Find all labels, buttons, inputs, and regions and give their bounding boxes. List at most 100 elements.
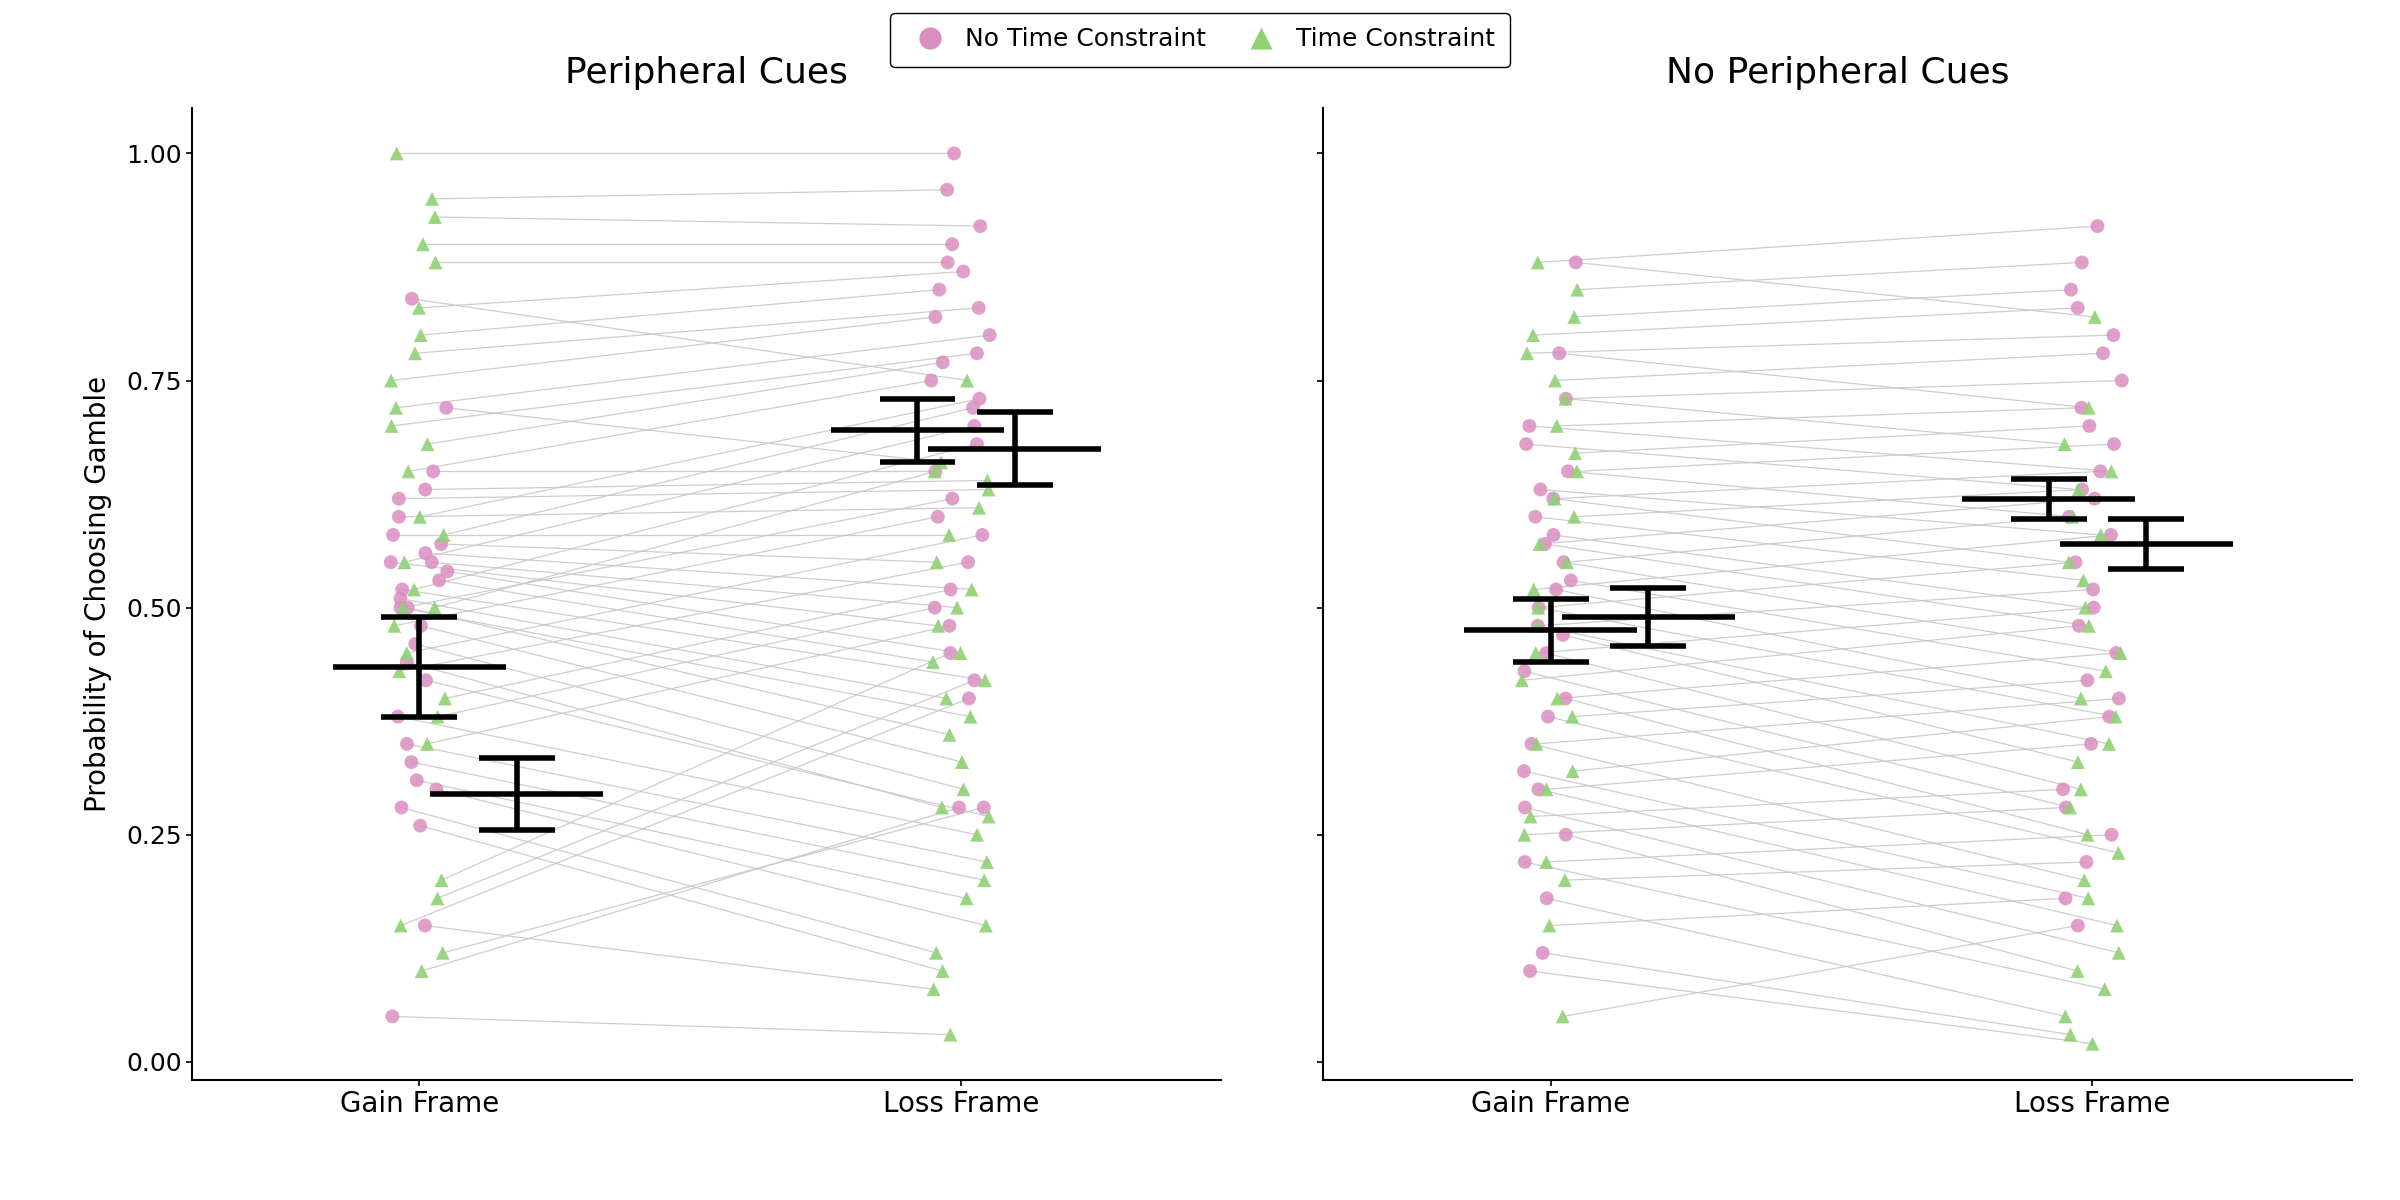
- Point: [1536, 371, 1574, 390]
- Title: No Peripheral Cues: No Peripheral Cues: [1666, 56, 2009, 90]
- Point: [922, 452, 960, 472]
- Point: [1541, 343, 1579, 362]
- Point: [2074, 580, 2112, 599]
- Point: [389, 462, 427, 481]
- Point: [374, 616, 413, 635]
- Point: [2047, 798, 2086, 817]
- Point: [2093, 826, 2131, 845]
- Point: [413, 190, 451, 209]
- Point: [418, 889, 456, 908]
- Point: [2066, 852, 2105, 871]
- Legend: No Time Constraint, Time Constraint: No Time Constraint, Time Constraint: [890, 12, 1510, 66]
- Point: [2062, 398, 2100, 418]
- Point: [931, 616, 970, 635]
- Point: [2076, 307, 2114, 326]
- Point: [1517, 734, 1555, 754]
- Point: [1507, 434, 1546, 454]
- Point: [1553, 571, 1591, 590]
- Point: [1546, 826, 1584, 845]
- Point: [914, 653, 953, 672]
- Point: [379, 508, 418, 527]
- Point: [379, 707, 418, 726]
- Point: [420, 571, 458, 590]
- Point: [1558, 280, 1596, 299]
- Point: [1519, 598, 1558, 617]
- Point: [2064, 870, 2102, 889]
- Point: [1505, 826, 1543, 845]
- Point: [919, 280, 958, 299]
- Point: [2090, 734, 2129, 754]
- Point: [965, 798, 1003, 817]
- Point: [401, 616, 439, 635]
- Point: [1538, 689, 1577, 708]
- Point: [401, 816, 439, 835]
- Point: [931, 725, 970, 744]
- Point: [926, 689, 965, 708]
- Point: [2069, 616, 2107, 635]
- Point: [406, 544, 444, 563]
- Point: [960, 299, 998, 318]
- Point: [379, 490, 418, 509]
- Point: [1526, 534, 1565, 553]
- Point: [377, 144, 415, 163]
- Point: [1526, 889, 1565, 908]
- Point: [960, 216, 998, 235]
- Point: [924, 353, 962, 372]
- Point: [2059, 299, 2098, 318]
- Point: [1519, 616, 1558, 635]
- Point: [917, 462, 955, 481]
- Point: [2102, 643, 2141, 662]
- Point: [914, 979, 953, 998]
- Point: [958, 826, 996, 845]
- Point: [382, 589, 420, 608]
- Point: [2074, 1034, 2112, 1054]
- Point: [936, 144, 974, 163]
- Point: [382, 598, 420, 617]
- Point: [1510, 416, 1548, 436]
- Point: [953, 580, 991, 599]
- Y-axis label: Probability of Choosing Gamble: Probability of Choosing Gamble: [84, 376, 113, 812]
- Point: [917, 553, 955, 572]
- Point: [2064, 571, 2102, 590]
- Point: [374, 526, 413, 545]
- Point: [384, 598, 422, 617]
- Point: [922, 798, 960, 817]
- Point: [970, 325, 1008, 344]
- Point: [1534, 490, 1572, 509]
- Point: [943, 780, 982, 799]
- Point: [403, 961, 442, 980]
- Point: [958, 343, 996, 362]
- Point: [398, 770, 437, 790]
- Point: [1519, 253, 1558, 272]
- Point: [953, 398, 991, 418]
- Point: [2062, 780, 2100, 799]
- Point: [386, 553, 425, 572]
- Point: [427, 562, 466, 581]
- Point: [931, 1025, 970, 1044]
- Point: [2100, 689, 2138, 708]
- Point: [1526, 643, 1565, 662]
- Point: [2093, 526, 2131, 545]
- Point: [1502, 671, 1541, 690]
- Point: [1555, 444, 1594, 463]
- Point: [2069, 671, 2107, 690]
- Point: [914, 598, 953, 617]
- Point: [1522, 534, 1560, 553]
- Point: [406, 916, 444, 935]
- Point: [948, 371, 986, 390]
- Point: [2095, 325, 2134, 344]
- Point: [950, 689, 989, 708]
- Point: [415, 208, 454, 227]
- Point: [1531, 916, 1570, 935]
- Point: [943, 262, 982, 281]
- Point: [382, 916, 420, 935]
- Point: [1555, 307, 1594, 326]
- Point: [1529, 707, 1567, 726]
- Point: [941, 798, 979, 817]
- Point: [2045, 780, 2083, 799]
- Point: [2074, 598, 2112, 617]
- Point: [967, 470, 1006, 490]
- Point: [1558, 253, 1596, 272]
- Point: [408, 734, 446, 754]
- Point: [2059, 916, 2098, 935]
